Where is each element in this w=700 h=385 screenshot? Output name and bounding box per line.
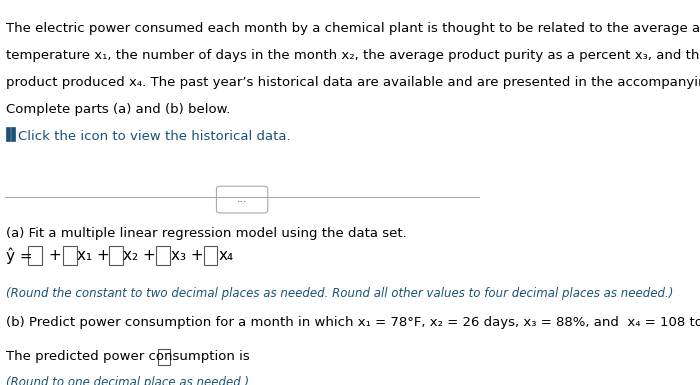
Text: product produced x₄. The past year’s historical data are available and are prese: product produced x₄. The past year’s his… [6, 76, 700, 89]
Text: temperature x₁, the number of days in the month x₂, the average product purity a: temperature x₁, the number of days in th… [6, 49, 700, 62]
Text: x₄: x₄ [218, 248, 234, 263]
Text: Click the icon to view the historical data.: Click the icon to view the historical da… [18, 130, 291, 143]
FancyBboxPatch shape [204, 246, 218, 265]
FancyBboxPatch shape [6, 127, 10, 134]
FancyBboxPatch shape [6, 134, 10, 141]
FancyBboxPatch shape [158, 349, 170, 365]
Text: x₃ +: x₃ + [171, 248, 209, 263]
Text: ŷ =: ŷ = [6, 247, 37, 264]
Text: x₂ +: x₂ + [123, 248, 161, 263]
FancyBboxPatch shape [63, 246, 76, 265]
FancyBboxPatch shape [156, 246, 170, 265]
FancyBboxPatch shape [11, 127, 15, 134]
Text: .: . [172, 350, 176, 363]
Text: (Round to one decimal place as needed.): (Round to one decimal place as needed.) [6, 376, 249, 385]
Text: The electric power consumed each month by a chemical plant is thought to be rela: The electric power consumed each month b… [6, 22, 700, 35]
Text: (b) Predict power consumption for a month in which x₁ = 78°F, x₂ = 26 days, x₃ =: (b) Predict power consumption for a mont… [6, 316, 700, 330]
Text: x₁ +: x₁ + [78, 248, 115, 263]
Text: The predicted power consumption is: The predicted power consumption is [6, 350, 254, 363]
FancyBboxPatch shape [28, 246, 41, 265]
Text: (Round the constant to two decimal places as needed. Round all other values to f: (Round the constant to two decimal place… [6, 287, 673, 300]
Text: Complete parts (a) and (b) below.: Complete parts (a) and (b) below. [6, 103, 230, 116]
FancyBboxPatch shape [11, 134, 15, 141]
FancyBboxPatch shape [216, 186, 268, 213]
Text: +: + [43, 248, 66, 263]
Text: ...: ... [237, 194, 247, 204]
FancyBboxPatch shape [109, 246, 122, 265]
Text: (a) Fit a multiple linear regression model using the data set.: (a) Fit a multiple linear regression mod… [6, 227, 407, 240]
